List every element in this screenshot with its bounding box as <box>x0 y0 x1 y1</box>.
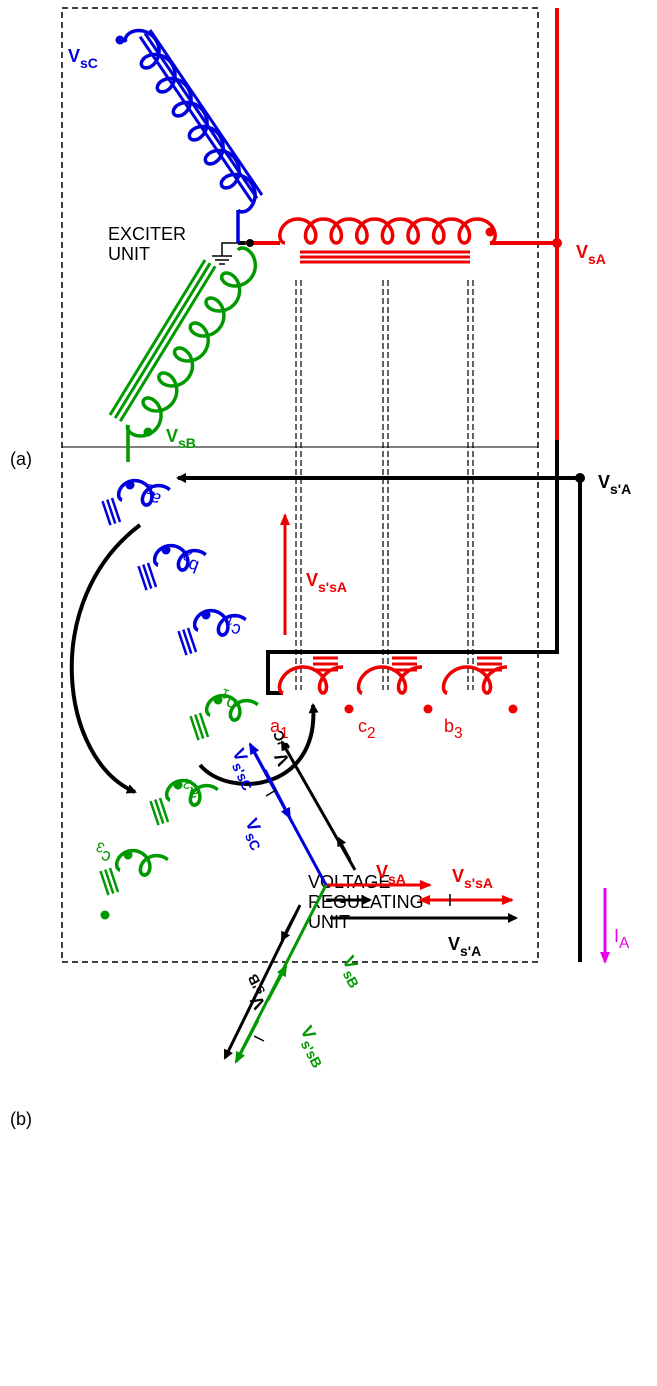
polarity-dot <box>174 781 183 790</box>
label-main: V <box>166 426 178 446</box>
label-main: V <box>68 46 80 66</box>
polarity-dot <box>144 428 153 437</box>
polarity-dot <box>126 481 135 490</box>
label: Vs'sA <box>452 866 493 891</box>
core <box>150 30 262 195</box>
ground <box>212 243 238 264</box>
label: Vs'sC <box>224 745 264 793</box>
core <box>120 266 215 421</box>
winding <box>127 248 255 436</box>
label-sub: s'A <box>610 481 631 497</box>
label: VsA <box>576 242 606 267</box>
label-sub: s'sC <box>229 760 256 793</box>
label-sub: sB <box>340 967 363 990</box>
page: { "figure_a": { "label": "(a)", "exciter… <box>0 0 657 1386</box>
label-sub: sA <box>588 251 606 267</box>
label-sub: sC <box>242 830 264 853</box>
label-sub: sB <box>178 435 196 451</box>
figure-label: (b) <box>10 1109 32 1129</box>
diagram: (a) EXCITER UNIT VOLTAGE REGULATING UNIT… <box>0 0 657 1386</box>
label: c2 <box>358 716 376 742</box>
polarity-dot <box>162 546 171 555</box>
label-sub: s'sB <box>298 1037 326 1070</box>
label: VsC <box>68 46 98 71</box>
label: b1 <box>216 685 241 715</box>
label: Vs'sA <box>306 570 347 595</box>
polarity-dot <box>101 911 110 920</box>
core <box>110 260 205 415</box>
label-main: V <box>448 934 460 954</box>
node <box>552 238 562 248</box>
core <box>115 263 210 418</box>
label: VsB <box>334 952 370 990</box>
label-main: V <box>576 242 588 262</box>
label: Vs'A <box>598 472 631 497</box>
polarity-dot <box>486 228 495 237</box>
label-sub: 2 <box>367 725 376 742</box>
label: VsC <box>237 815 272 853</box>
label-sub: s'sA <box>464 875 493 891</box>
polarity-dot <box>202 611 211 620</box>
core <box>140 37 252 202</box>
label: c3 <box>91 839 116 868</box>
label-main: b <box>444 716 454 736</box>
label-main: V <box>598 472 610 492</box>
polarity-dot <box>424 705 433 714</box>
winding <box>280 219 495 243</box>
winding <box>125 31 255 212</box>
label-main: c <box>358 716 367 736</box>
polarity-dot <box>345 705 354 714</box>
label-sub: A <box>619 935 630 952</box>
regulating-label: REGULATING <box>308 892 424 912</box>
node <box>246 239 254 247</box>
exciter-label: UNIT <box>108 244 150 264</box>
label-main: V <box>452 866 464 886</box>
node <box>575 473 585 483</box>
polarity-dot <box>124 851 133 860</box>
regulating-label: UNIT <box>308 912 350 932</box>
label-main: V <box>376 862 388 882</box>
label: Vs'A <box>448 934 481 959</box>
polarity-dot <box>116 36 125 45</box>
label-sub: sC <box>80 55 98 71</box>
wiring <box>178 8 580 962</box>
polarity-dot <box>509 705 518 714</box>
label-sub: s'sA <box>318 579 347 595</box>
figure-label: (a) <box>10 449 32 469</box>
core <box>145 33 257 198</box>
label-sub: sA <box>388 871 406 887</box>
core-link <box>296 280 473 690</box>
label: b3 <box>444 716 463 742</box>
label: Vs'B <box>236 971 274 1012</box>
label: IA <box>614 926 630 952</box>
exciter-label: EXCITER <box>108 224 186 244</box>
label-sub: s'A <box>460 943 481 959</box>
label-sub: 3 <box>454 725 463 742</box>
label-main: V <box>306 570 318 590</box>
label: Vs'sB <box>292 1022 333 1070</box>
